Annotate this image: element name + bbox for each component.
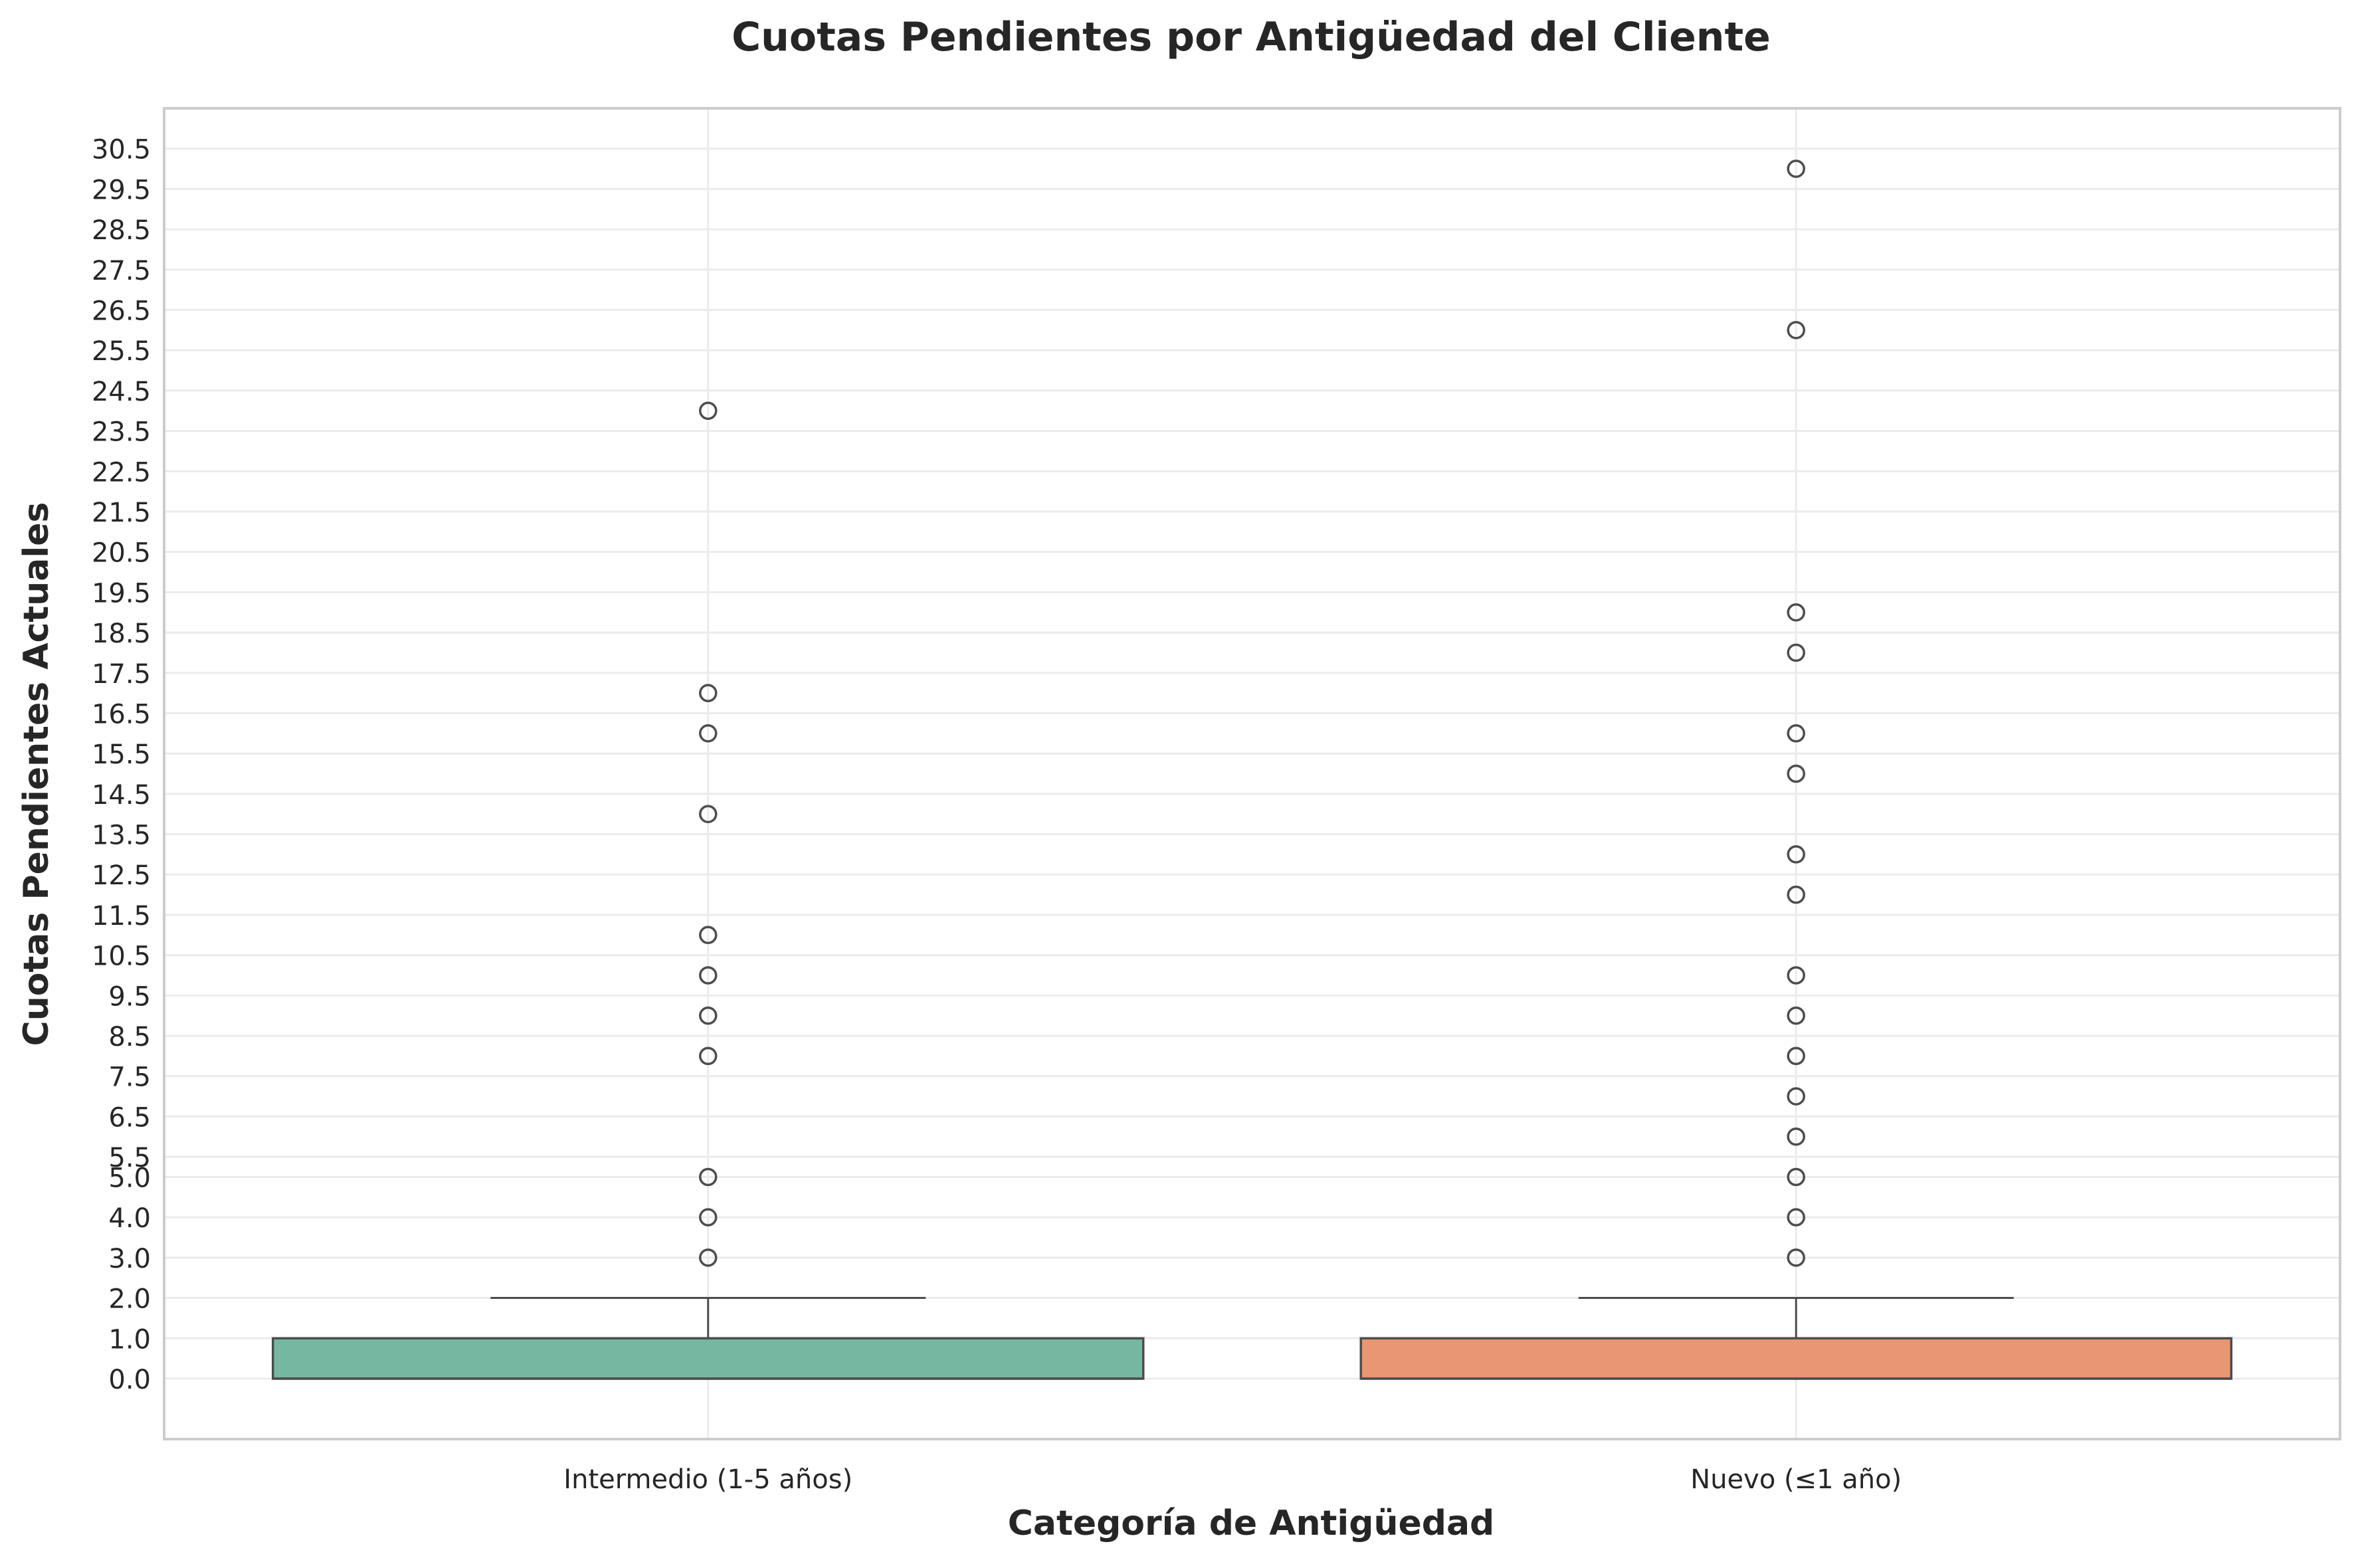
x-tick-label: Intermedio (1-5 años) <box>563 1464 852 1495</box>
y-tick-label: 18.5 <box>92 619 151 649</box>
y-tick-label: 15.5 <box>92 739 151 770</box>
outlier-point <box>699 1167 718 1187</box>
outlier-point <box>1787 1046 1805 1066</box>
outlier-point <box>699 724 718 743</box>
y-tick-label: 25.5 <box>92 336 151 367</box>
y-tick-label: 5.0 <box>108 1163 151 1193</box>
outlier-point <box>1787 1167 1805 1187</box>
y-tick-label: 8.5 <box>108 1022 151 1052</box>
y-tick-label: 16.5 <box>92 699 151 730</box>
chart-title: Cuotas Pendientes por Antigüedad del Cli… <box>732 14 1771 60</box>
outlier-point <box>1787 885 1805 904</box>
y-tick-label: 21.5 <box>92 498 151 528</box>
y-tick-label: 11.5 <box>92 901 151 931</box>
outlier-point <box>1787 159 1805 178</box>
y-tick-label: 3.0 <box>108 1244 151 1274</box>
y-tick-label: 9.5 <box>108 981 151 1012</box>
y-tick-label: 7.5 <box>108 1062 151 1093</box>
outlier-point <box>699 805 718 823</box>
y-tick-label: 5.5 <box>108 1143 151 1173</box>
y-tick-label: 12.5 <box>92 860 151 891</box>
outlier-point <box>699 1046 718 1066</box>
y-tick-label: 14.5 <box>92 780 151 811</box>
y-tick-label: 1.0 <box>108 1324 151 1355</box>
y-tick-label: 24.5 <box>92 377 151 407</box>
y-tick-label: 29.5 <box>92 175 151 205</box>
y-tick-label: 4.0 <box>108 1203 151 1234</box>
y-tick-label: 0.0 <box>108 1365 151 1395</box>
x-axis-label: Categoría de Antigüedad <box>1008 1504 1495 1543</box>
y-tick-label: 13.5 <box>92 821 151 851</box>
outlier-point <box>1787 845 1805 864</box>
outlier-point <box>699 1248 718 1267</box>
outlier-point <box>1787 1087 1805 1106</box>
y-axis-label: Cuotas Pendientes Actuales <box>17 502 56 1046</box>
outlier-point <box>699 401 718 420</box>
outlier-point <box>1787 321 1805 340</box>
y-tick-label: 23.5 <box>92 417 151 448</box>
outlier-point <box>1787 1208 1805 1226</box>
outlier-point <box>1787 643 1805 662</box>
outlier-point <box>699 684 718 702</box>
outlier-point <box>1787 764 1805 783</box>
y-tick-label: 10.5 <box>92 941 151 972</box>
plot-frame <box>163 107 2341 1440</box>
y-tick-label: 22.5 <box>92 457 151 488</box>
outlier-point <box>1787 724 1805 743</box>
box <box>272 1337 1145 1380</box>
y-tick-label: 30.5 <box>92 135 151 165</box>
outlier-point <box>699 1208 718 1226</box>
y-tick-label: 2.0 <box>108 1284 151 1315</box>
outlier-point <box>1787 1127 1805 1146</box>
outlier-point <box>699 966 718 985</box>
outlier-point <box>1787 966 1805 985</box>
box <box>1359 1337 2232 1380</box>
outlier-point <box>1787 603 1805 622</box>
y-tick-label: 26.5 <box>92 296 151 326</box>
y-tick-label: 20.5 <box>92 538 151 569</box>
x-tick-label: Nuevo (≤1 año) <box>1690 1464 1902 1495</box>
y-tick-label: 19.5 <box>92 578 151 609</box>
y-tick-label: 28.5 <box>92 215 151 246</box>
outlier-point <box>699 926 718 945</box>
y-tick-label: 17.5 <box>92 659 151 690</box>
y-tick-label: 27.5 <box>92 256 151 286</box>
outlier-point <box>1787 1248 1805 1267</box>
outlier-point <box>1787 1006 1805 1025</box>
outlier-point <box>699 1006 718 1025</box>
y-tick-label: 6.5 <box>108 1102 151 1133</box>
